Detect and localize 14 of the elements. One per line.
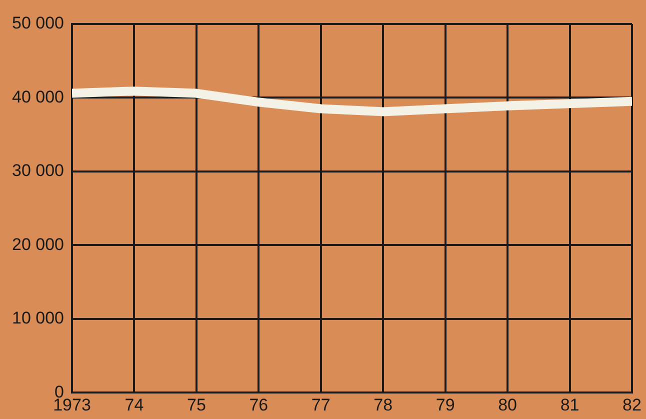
x-tick-label: 80 bbox=[498, 395, 518, 414]
x-tick-label: 75 bbox=[186, 395, 206, 414]
y-tick-label: 50 000 bbox=[12, 14, 64, 33]
y-tick-label: 20 000 bbox=[12, 234, 64, 254]
x-tick-label: 78 bbox=[374, 395, 393, 414]
x-tick-label: 76 bbox=[249, 395, 268, 414]
y-tick-label: 30 000 bbox=[12, 161, 64, 180]
x-tick-label: 74 bbox=[124, 395, 144, 414]
x-tick-label: 81 bbox=[560, 395, 580, 414]
x-tick-label: 82 bbox=[622, 395, 642, 414]
y-tick-label: 10 000 bbox=[12, 308, 64, 328]
x-tick-label: 79 bbox=[436, 395, 455, 414]
y-tick-label: 40 000 bbox=[12, 87, 64, 106]
x-tick-label: 77 bbox=[311, 395, 330, 414]
